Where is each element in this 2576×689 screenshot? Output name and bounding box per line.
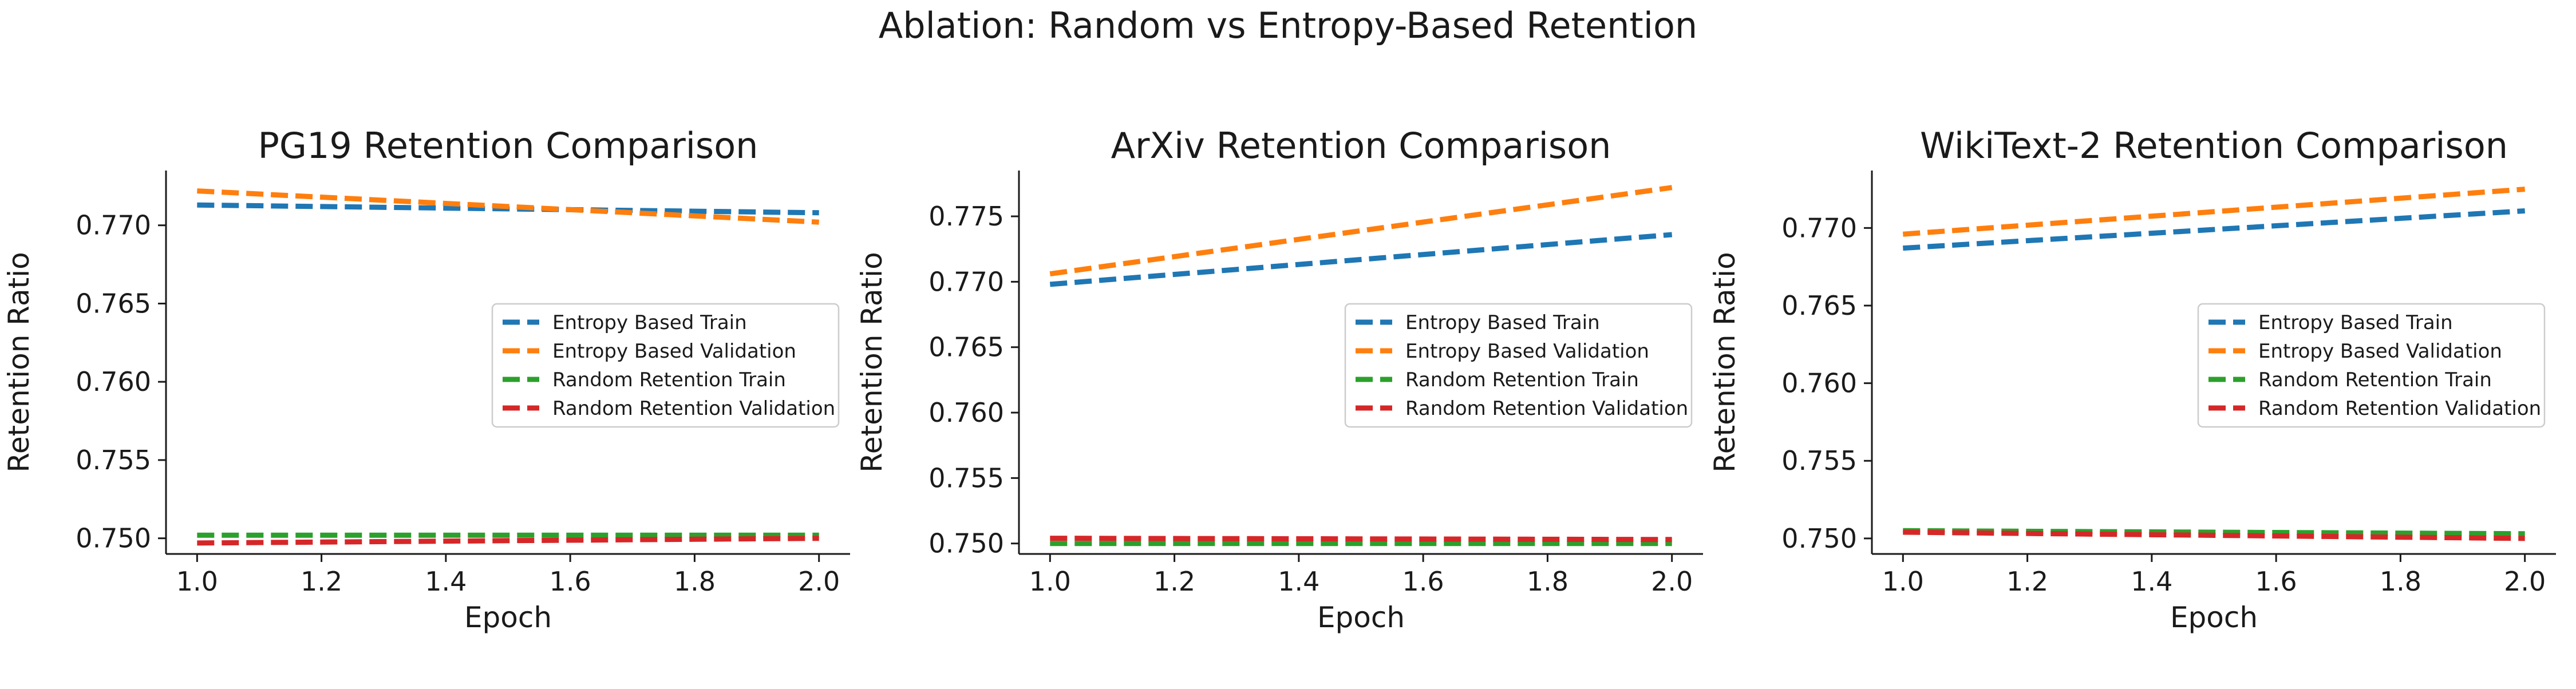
y-tick-label: 0.775 [929, 201, 1004, 232]
y-tick-label: 0.760 [929, 397, 1004, 428]
legend-label: Entropy Based Train [2258, 311, 2453, 334]
x-tick-label: 1.0 [1029, 566, 1071, 597]
y-tick-label: 0.765 [76, 288, 151, 319]
legend-box [2197, 303, 2546, 428]
x-tick-label: 1.6 [1402, 566, 1444, 597]
series-line-4 [1903, 529, 2525, 541]
legend: Entropy Based Train Entropy Based Validat… [491, 303, 840, 428]
chart-title: PG19 Retention Comparison [258, 125, 758, 167]
x-tick-label: 1.2 [1153, 566, 1195, 597]
legend: Entropy Based Train Entropy Based Validat… [2197, 303, 2546, 428]
y-tick-label: 0.770 [929, 266, 1004, 297]
chart-title: ArXiv Retention Comparison [1111, 125, 1611, 167]
x-axis-label: Epoch [2170, 601, 2258, 634]
y-tick-label: 0.765 [1781, 290, 1857, 321]
figure-title: Ablation: Random vs Entropy-Based Retent… [878, 5, 1698, 46]
x-tick-label: 1.0 [176, 566, 218, 597]
legend-label: Random Retention Train [552, 369, 786, 391]
y-tick-label: 0.770 [1781, 212, 1857, 243]
series-line-1 [1903, 208, 2525, 251]
legend-label: Entropy Based Train [552, 311, 747, 334]
series-line-2 [197, 188, 819, 225]
y-tick-label: 0.760 [76, 366, 151, 397]
x-tick-label: 1.4 [425, 566, 467, 597]
series-line-2 [1902, 187, 2526, 237]
legend-label: Random Retention Validation [1405, 397, 1688, 420]
series-line-1 [1049, 232, 1673, 287]
y-axis-label: Retention Ratio [855, 252, 888, 472]
x-tick-label: 1.4 [1278, 566, 1319, 597]
legend-box [491, 303, 840, 428]
y-tick-label: 0.755 [1781, 445, 1857, 476]
legend-label: Random Retention Validation [552, 397, 835, 420]
y-axis-label: Retention Ratio [2, 252, 35, 472]
legend-label: Entropy Based Validation [552, 340, 796, 363]
x-tick-label: 1.8 [674, 566, 716, 597]
y-tick-label: 0.750 [929, 528, 1004, 559]
x-tick-label: 1.2 [2006, 566, 2048, 597]
legend-label: Entropy Based Train [1405, 311, 1600, 334]
y-tick-label: 0.760 [1781, 368, 1857, 399]
y-tick-label: 0.765 [929, 332, 1004, 363]
legend-label: Entropy Based Validation [2258, 340, 2502, 363]
y-tick-label: 0.755 [76, 445, 151, 476]
x-tick-label: 1.0 [1882, 566, 1924, 597]
x-tick-label: 1.8 [2380, 566, 2421, 597]
x-tick-label: 1.6 [2255, 566, 2297, 597]
x-tick-label: 2.0 [1651, 566, 1693, 597]
legend-label: Random Retention Train [1405, 369, 1639, 391]
x-tick-label: 2.0 [798, 566, 840, 597]
y-tick-label: 0.770 [76, 210, 151, 241]
series-line-4 [1050, 536, 1672, 543]
x-axis-label: Epoch [1317, 601, 1405, 634]
chart-panel-3: WikiText-2 Retention Comparison 1.0 1.2 1.4… [1708, 125, 2556, 634]
legend-label: Entropy Based Validation [1405, 340, 1649, 363]
chart-panel-1: PG19 Retention Comparison 1.0 1.2 1.4 1.6 1.8… [2, 125, 850, 634]
x-tick-label: 1.2 [301, 566, 342, 597]
legend-box [1344, 303, 1693, 428]
chart-panel-2: ArXiv Retention Comparison 1.0 1.2 1.4 1.6 1.… [855, 125, 1703, 634]
legend-label: Random Retention Train [2258, 369, 2492, 391]
series-line-4 [197, 536, 819, 546]
series-line-2 [1049, 185, 1673, 277]
y-axis-label: Retention Ratio [1708, 252, 1741, 472]
x-axis-label: Epoch [464, 601, 552, 634]
legend: Entropy Based Train Entropy Based Validat… [1344, 303, 1693, 428]
legend-label: Random Retention Validation [2258, 397, 2541, 420]
chart-title: WikiText-2 Retention Comparison [1920, 125, 2508, 167]
y-tick-label: 0.755 [929, 462, 1004, 493]
y-tick-label: 0.750 [1781, 523, 1857, 554]
x-tick-label: 1.6 [550, 566, 591, 597]
x-tick-label: 1.4 [2131, 566, 2172, 597]
y-tick-label: 0.750 [76, 523, 151, 554]
x-tick-label: 2.0 [2504, 566, 2546, 597]
x-tick-label: 1.8 [1527, 566, 1568, 597]
